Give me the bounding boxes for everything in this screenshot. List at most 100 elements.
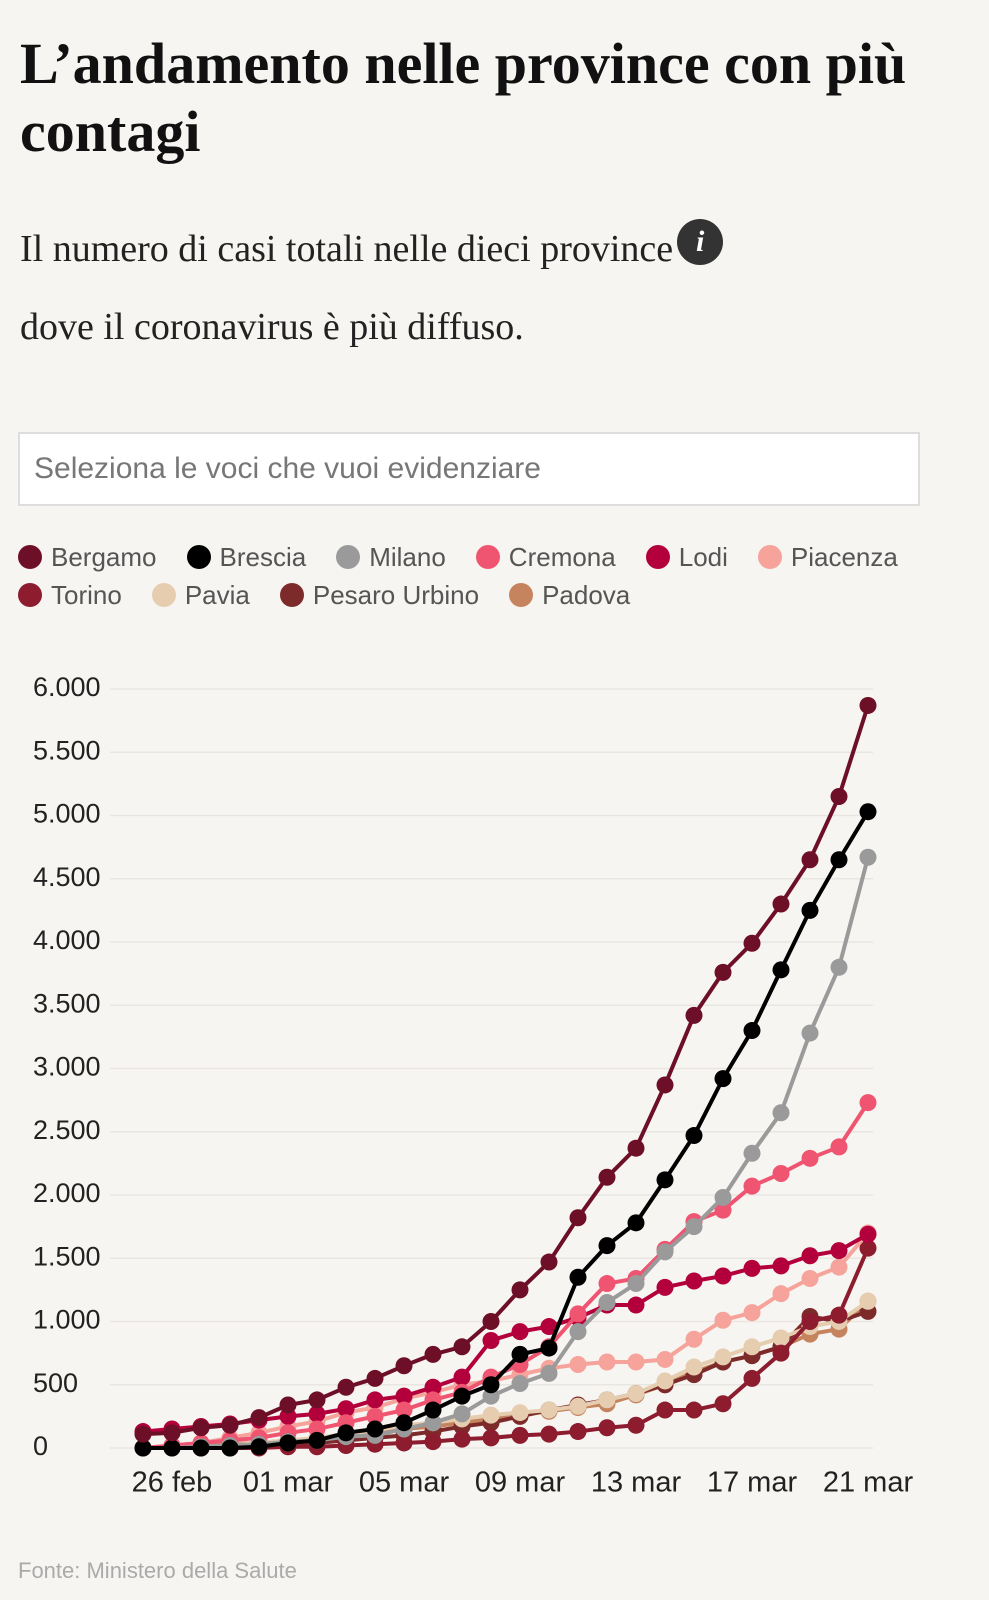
y-tick-label: 2.500 [33, 1115, 101, 1145]
legend-item[interactable]: Milano [336, 538, 446, 576]
point [482, 1376, 500, 1394]
point [743, 1369, 761, 1387]
point [714, 1189, 732, 1207]
point [627, 1214, 645, 1232]
legend-item[interactable]: Pesaro Urbino [279, 576, 479, 614]
point [424, 1378, 442, 1396]
point [511, 1374, 529, 1392]
point [511, 1323, 529, 1341]
point [830, 1258, 848, 1276]
legend-swatch [18, 545, 42, 569]
point [598, 1237, 616, 1255]
point [540, 1425, 558, 1443]
legend-item[interactable]: Piacenza [757, 538, 898, 576]
point [569, 1397, 587, 1415]
point [656, 1278, 674, 1296]
point [134, 1439, 152, 1457]
legend-item[interactable]: Brescia [186, 538, 306, 576]
point [598, 1419, 616, 1437]
point [569, 1209, 587, 1227]
point [540, 1339, 558, 1357]
source: Fonte: Ministero della Salute [18, 1558, 297, 1583]
point [569, 1268, 587, 1286]
line [142, 1232, 869, 1434]
legend-item[interactable]: Padova [509, 576, 630, 614]
legend: Bergamo Brescia Milano Cremona Lodi Piacenza T… [18, 538, 948, 614]
point [772, 1344, 790, 1362]
point [279, 1434, 297, 1452]
y-tick-label: 0 [33, 1431, 48, 1461]
point [772, 1164, 790, 1182]
point [627, 1416, 645, 1434]
point [569, 1305, 587, 1323]
point [511, 1404, 529, 1422]
point [859, 1239, 877, 1257]
point [714, 1395, 732, 1413]
legend-swatch [279, 583, 304, 607]
point [598, 1275, 616, 1293]
point [540, 1364, 558, 1382]
point [221, 1439, 239, 1457]
legend-item[interactable]: Lodi [645, 538, 728, 576]
x-tick-label: 05 mar [359, 1467, 450, 1499]
point [801, 1024, 819, 1042]
point [598, 1391, 616, 1409]
legend-label: Torino [51, 580, 122, 610]
point [685, 1127, 703, 1145]
point [424, 1414, 442, 1432]
y-tick-label: 2.000 [33, 1178, 101, 1208]
x-tick-label: 13 mar [591, 1467, 682, 1499]
legend-label: Lodi [678, 542, 728, 572]
y-tick-label: 4.000 [33, 925, 101, 955]
point [366, 1420, 384, 1438]
series [134, 803, 877, 1457]
point [801, 1247, 819, 1265]
legend-label: Cremona [508, 542, 616, 572]
point [598, 1294, 616, 1312]
point [714, 1267, 732, 1285]
legend-label: Padova [542, 580, 631, 610]
y-tick-label: 5.000 [33, 799, 101, 829]
point [308, 1431, 326, 1449]
info-icon[interactable]: i [677, 219, 724, 265]
point [772, 1285, 790, 1303]
point [801, 851, 819, 869]
point [453, 1405, 471, 1423]
point [511, 1345, 529, 1363]
point [772, 1257, 790, 1275]
point [482, 1406, 500, 1424]
series [134, 1094, 877, 1457]
legend-item[interactable]: Bergamo [18, 538, 157, 576]
point [134, 1425, 152, 1443]
point [656, 1171, 674, 1189]
point [511, 1281, 529, 1299]
chart: 0 500 1.000 1.500 2.000 2.500 3.000 3.500 4.000 4… [33, 672, 913, 1499]
legend-swatch [186, 545, 211, 569]
legend-swatch [757, 545, 782, 569]
point [859, 1292, 877, 1310]
search-box[interactable]: Seleziona le voci che vuoi evidenziare [18, 432, 920, 506]
legend-item[interactable]: Pavia [151, 576, 250, 614]
point [830, 958, 848, 976]
legend-item[interactable]: Torino [18, 576, 122, 614]
point [424, 1345, 442, 1363]
point [656, 1076, 674, 1094]
point [366, 1391, 384, 1409]
series [134, 1292, 877, 1457]
point [627, 1353, 645, 1371]
point [627, 1275, 645, 1293]
point [656, 1372, 674, 1390]
point [337, 1424, 355, 1442]
point [627, 1296, 645, 1314]
point [569, 1356, 587, 1374]
legend-item[interactable]: Cremona [475, 538, 616, 576]
point [192, 1419, 210, 1437]
legend-swatch [336, 545, 361, 569]
line [142, 704, 870, 1437]
point [656, 1243, 674, 1261]
legend-label: Piacenza [790, 542, 898, 572]
point [569, 1323, 587, 1341]
point [511, 1426, 529, 1444]
legend-swatch [18, 583, 42, 607]
point [801, 901, 819, 919]
